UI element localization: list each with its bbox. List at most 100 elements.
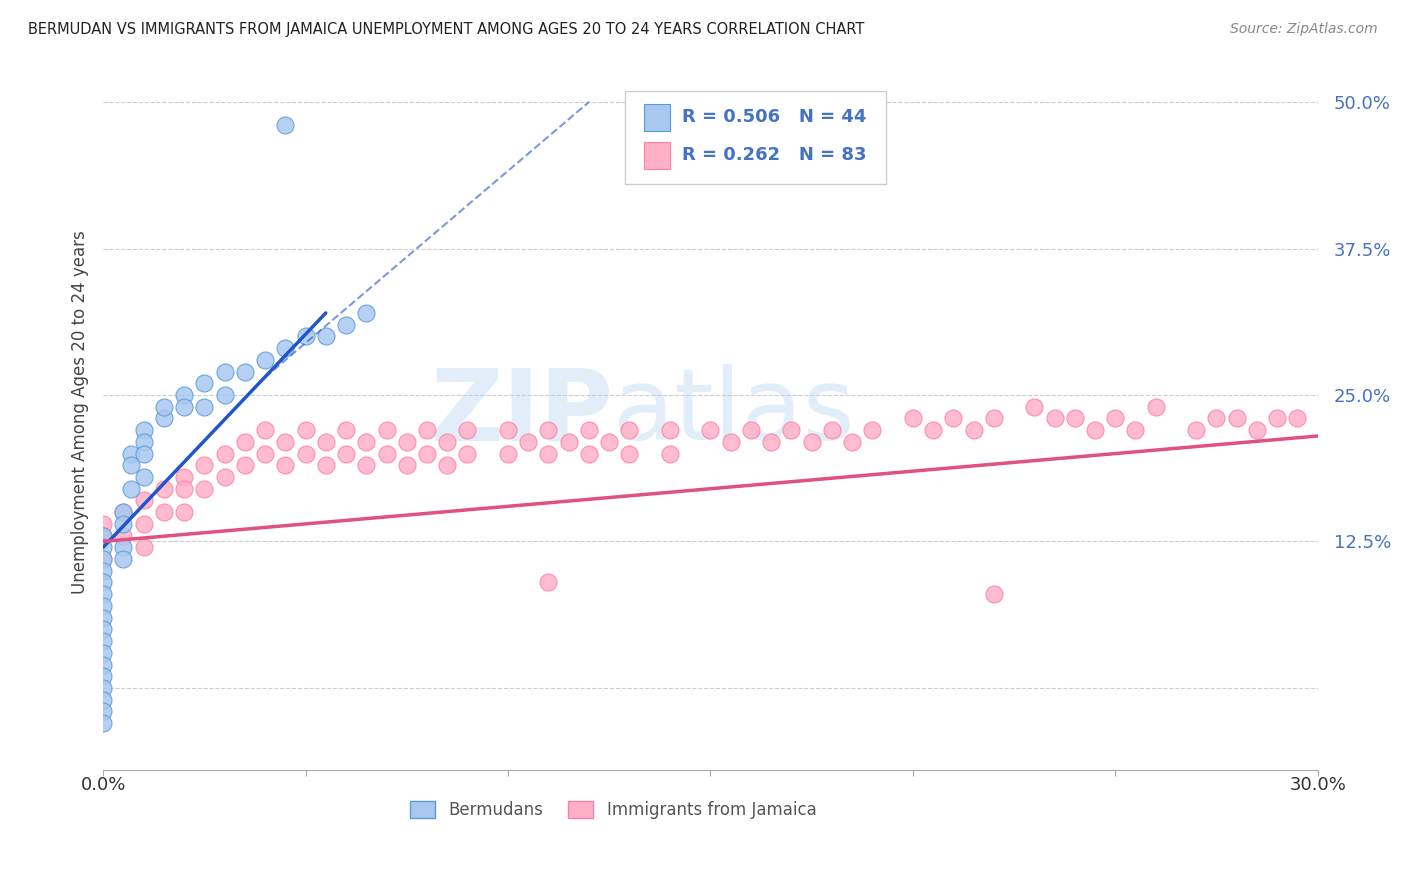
Point	[121, 458, 143, 473]
Point	[356, 434, 378, 449]
Point	[91, 552, 114, 566]
Point	[1226, 411, 1249, 425]
Point	[132, 470, 155, 484]
Point	[193, 376, 215, 391]
FancyBboxPatch shape	[644, 103, 671, 131]
Point	[496, 447, 519, 461]
Point	[821, 423, 844, 437]
Point	[395, 434, 418, 449]
Point	[922, 423, 945, 437]
Point	[173, 388, 195, 402]
Point	[699, 423, 721, 437]
Point	[983, 411, 1005, 425]
Point	[193, 400, 215, 414]
Text: Source: ZipAtlas.com: Source: ZipAtlas.com	[1230, 22, 1378, 37]
Point	[578, 423, 600, 437]
Point	[121, 482, 143, 496]
Point	[294, 329, 316, 343]
Point	[335, 318, 357, 332]
Point	[537, 423, 560, 437]
Point	[557, 434, 579, 449]
Point	[456, 447, 478, 461]
Point	[315, 329, 337, 343]
Point	[416, 447, 439, 461]
Point	[214, 388, 236, 402]
Point	[214, 365, 236, 379]
Point	[91, 587, 114, 601]
Point	[1063, 411, 1085, 425]
Point	[456, 423, 478, 437]
Point	[1104, 411, 1126, 425]
Point	[173, 470, 195, 484]
Point	[254, 447, 277, 461]
Point	[254, 352, 277, 367]
Point	[740, 423, 762, 437]
Point	[112, 541, 135, 555]
Point	[112, 516, 135, 531]
Point	[416, 423, 439, 437]
Point	[780, 423, 803, 437]
Point	[356, 306, 378, 320]
Point	[112, 528, 135, 542]
Point	[375, 423, 398, 437]
Point	[496, 423, 519, 437]
Point	[1084, 423, 1107, 437]
Point	[132, 434, 155, 449]
Point	[1144, 400, 1167, 414]
Point	[91, 564, 114, 578]
Legend: Bermudans, Immigrants from Jamaica: Bermudans, Immigrants from Jamaica	[404, 795, 823, 826]
Text: R = 0.262   N = 83: R = 0.262 N = 83	[682, 146, 868, 164]
Point	[274, 119, 297, 133]
Point	[91, 610, 114, 624]
Point	[1043, 411, 1066, 425]
Point	[658, 423, 681, 437]
Point	[537, 447, 560, 461]
Point	[598, 434, 620, 449]
Point	[91, 552, 114, 566]
Point	[91, 528, 114, 542]
Text: atlas: atlas	[613, 364, 855, 461]
Point	[91, 516, 114, 531]
Point	[1265, 411, 1288, 425]
Text: 0.0%: 0.0%	[80, 776, 125, 794]
Point	[1246, 423, 1268, 437]
Point	[942, 411, 965, 425]
Text: R = 0.506   N = 44: R = 0.506 N = 44	[682, 108, 868, 127]
Point	[578, 447, 600, 461]
Point	[153, 505, 176, 519]
Point	[274, 434, 297, 449]
Point	[619, 447, 641, 461]
Point	[91, 716, 114, 731]
Point	[121, 447, 143, 461]
Point	[1024, 400, 1046, 414]
Point	[274, 458, 297, 473]
Point	[233, 458, 256, 473]
Point	[274, 341, 297, 355]
Point	[132, 423, 155, 437]
Point	[233, 434, 256, 449]
Point	[91, 669, 114, 683]
Point	[91, 623, 114, 637]
Point	[1185, 423, 1208, 437]
Point	[132, 447, 155, 461]
Point	[720, 434, 742, 449]
Point	[759, 434, 782, 449]
Point	[962, 423, 984, 437]
Point	[537, 575, 560, 590]
Point	[1286, 411, 1309, 425]
Point	[91, 528, 114, 542]
Point	[658, 447, 681, 461]
Point	[91, 657, 114, 672]
Point	[132, 493, 155, 508]
Point	[356, 458, 378, 473]
FancyBboxPatch shape	[644, 142, 671, 169]
Point	[315, 458, 337, 473]
Point	[173, 400, 195, 414]
Point	[1205, 411, 1227, 425]
Point	[153, 400, 176, 414]
Point	[112, 505, 135, 519]
Point	[335, 423, 357, 437]
Point	[91, 541, 114, 555]
Point	[436, 434, 458, 449]
Point	[91, 634, 114, 648]
